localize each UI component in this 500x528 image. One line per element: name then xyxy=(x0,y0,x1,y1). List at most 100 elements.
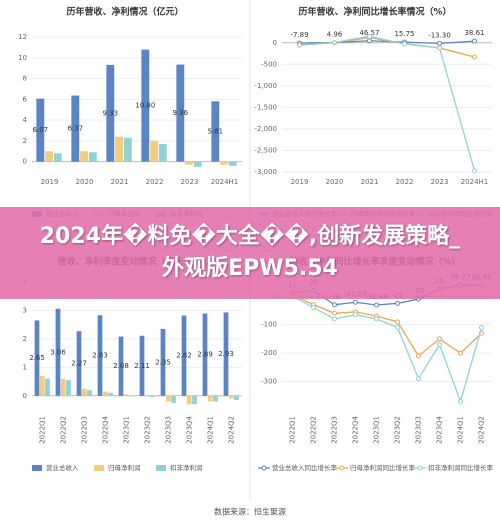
x-tick-label: 2023Q1 xyxy=(123,416,131,444)
data-label: 9.33 xyxy=(103,109,119,117)
bar xyxy=(123,394,129,396)
y-tick-label: -1,500 xyxy=(254,103,277,111)
banner-text: 2024年�料免�大全��,创新发展策略_外观版EPW5.54 xyxy=(39,224,461,281)
y-tick-label: 0 xyxy=(273,39,277,47)
legend-label: 营业总收入同比增长率 xyxy=(272,463,338,472)
x-tick-label: 2022Q1 xyxy=(39,416,47,444)
point xyxy=(367,33,372,39)
legend-label: 归母净利润 xyxy=(108,463,141,472)
bar xyxy=(181,315,187,396)
data-label: 10.80 xyxy=(135,102,155,110)
y-tick-label: 4 xyxy=(23,116,28,124)
legend-swatch xyxy=(32,465,42,471)
data-label: 46.57 xyxy=(359,29,379,37)
x-tick-label: 2022Q4 xyxy=(102,415,110,443)
data-label: 9.36 xyxy=(173,109,189,117)
point xyxy=(416,353,421,359)
bar xyxy=(150,140,158,162)
x-tick-label: 2019 xyxy=(41,178,59,186)
bar xyxy=(176,64,185,162)
x-tick-label: 2022Q2 xyxy=(60,416,68,444)
x-tick-label: 2024H1 xyxy=(461,178,489,186)
data-label: 2.35 xyxy=(155,358,171,366)
point xyxy=(437,40,442,46)
legend-label: 营业总收入 xyxy=(46,463,79,472)
data-label: 2.08 xyxy=(113,362,129,370)
y-tick-label: -2,500 xyxy=(254,146,277,154)
point xyxy=(374,316,379,322)
x-tick-label: 2023Q2 xyxy=(394,416,402,444)
x-tick-label: 2023Q4 xyxy=(186,415,194,443)
bar xyxy=(150,395,155,398)
bar xyxy=(108,392,113,396)
data-label: 5.81 xyxy=(208,128,224,136)
y-tick-label: -200 xyxy=(261,349,277,357)
point xyxy=(332,310,337,316)
point xyxy=(395,300,400,306)
point xyxy=(472,54,477,60)
chart-title: 历年营收、净利情况（亿元） xyxy=(66,6,183,18)
bar xyxy=(102,391,108,396)
y-tick-label: 0 xyxy=(23,158,27,166)
point xyxy=(332,302,337,308)
data-label: 2.93 xyxy=(218,350,234,358)
bar xyxy=(139,335,145,396)
x-tick-label: 2023 xyxy=(181,178,199,186)
x-tick-label: 2024Q1 xyxy=(457,416,465,444)
point xyxy=(353,312,358,318)
legend-swatch xyxy=(417,465,423,471)
data-label: 2.82 xyxy=(176,352,192,360)
bar xyxy=(207,395,213,402)
bar xyxy=(193,161,202,167)
x-tick-label: 2022Q3 xyxy=(81,416,89,444)
x-tick-label: 2022Q2 xyxy=(310,416,318,444)
bar xyxy=(223,312,229,396)
point xyxy=(472,168,477,174)
line xyxy=(292,295,483,404)
legend-swatch xyxy=(94,465,104,471)
point xyxy=(395,319,400,325)
bar xyxy=(144,394,150,396)
point xyxy=(402,41,407,47)
y-tick-label: 1 xyxy=(23,363,27,371)
bar xyxy=(97,315,103,396)
point xyxy=(437,342,442,348)
line xyxy=(292,294,482,357)
y-tick-label: 3 xyxy=(23,306,27,314)
bar xyxy=(39,375,45,396)
data-label: -7.89 xyxy=(290,31,308,39)
y-tick-label: 8 xyxy=(23,75,27,83)
x-tick-label: 2023Q3 xyxy=(165,416,173,444)
bar xyxy=(66,380,71,396)
y-tick-label: -100 xyxy=(261,321,277,329)
legend-label: 扣非净利润同比增长率 xyxy=(428,463,494,472)
bar xyxy=(118,336,124,396)
x-tick-label: 2023Q2 xyxy=(144,416,152,444)
point xyxy=(297,42,302,48)
x-tick-label: 2023Q3 xyxy=(415,416,423,444)
x-tick-label: 2023Q4 xyxy=(436,415,444,443)
x-tick-label: 2022Q1 xyxy=(289,416,297,444)
bar xyxy=(53,153,62,162)
legend-swatch xyxy=(339,465,345,471)
bar xyxy=(213,395,218,402)
bar xyxy=(192,395,197,405)
point xyxy=(472,38,477,44)
y-tick-label: 2 xyxy=(23,335,27,343)
point xyxy=(332,316,337,322)
bar xyxy=(165,395,171,402)
data-label: 15.75 xyxy=(394,30,414,38)
legend-label: 扣非净利润 xyxy=(170,463,203,472)
data-label: 2.65 xyxy=(29,354,45,362)
legend-label: 归母净利润同比增长率 xyxy=(350,463,416,472)
x-tick-label: 2024H1 xyxy=(211,178,239,186)
bar xyxy=(220,161,228,165)
data-label: 38.61 xyxy=(464,29,484,37)
bar xyxy=(71,95,80,162)
point xyxy=(353,299,358,305)
bar xyxy=(80,151,88,162)
bar xyxy=(228,395,234,399)
x-tick-label: 2020 xyxy=(326,178,344,186)
banner: 2024年�料免�大全��,创新发展策略_外观版EPW5.54 xyxy=(0,207,500,299)
bar xyxy=(185,161,193,165)
